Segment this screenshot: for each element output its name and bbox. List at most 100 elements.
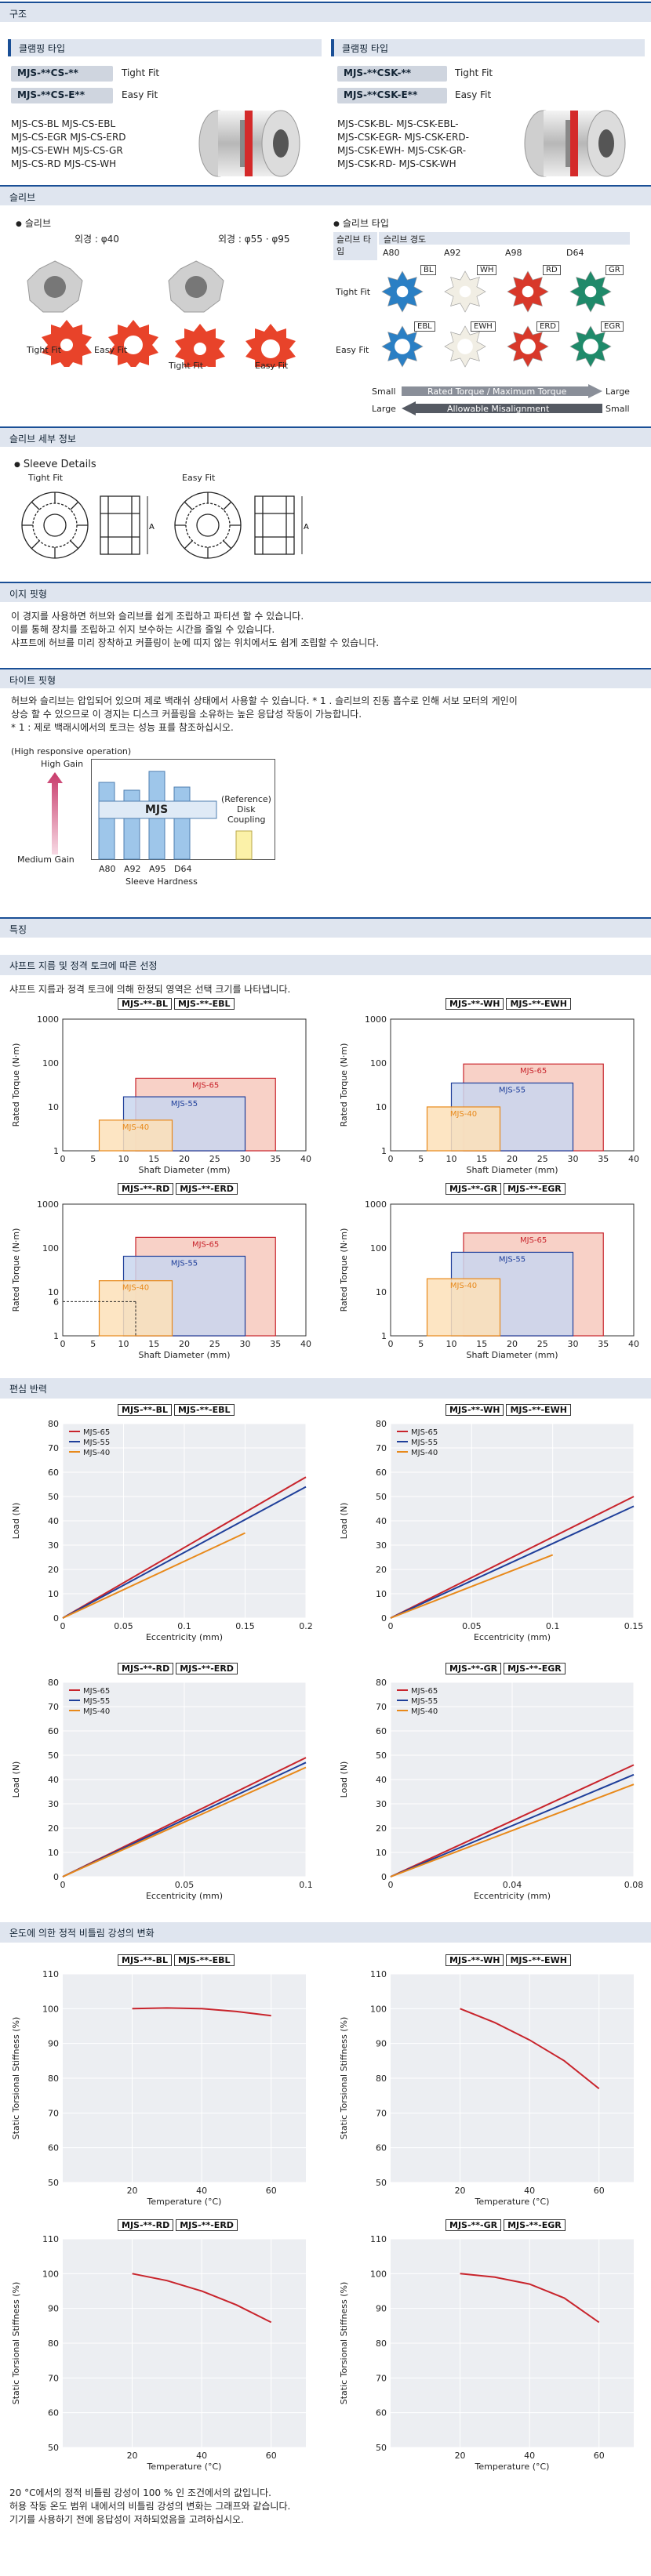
sleeve-tight-fit-2: Tight Fit bbox=[169, 361, 204, 371]
y-tick-5: 50 bbox=[376, 1751, 387, 1761]
sleeve-tight-fit-1: Tight Fit bbox=[27, 345, 62, 355]
disk-label: Disk bbox=[237, 804, 256, 815]
y-tick-0: 50 bbox=[48, 2443, 59, 2453]
x-tick-0: 20 bbox=[455, 2451, 466, 2461]
clamp-left-model-2: MJS-**CS-E** bbox=[11, 88, 113, 103]
sleeve-outer-40: 외경 : φ40 bbox=[75, 234, 119, 245]
x-tick-8: 40 bbox=[300, 1154, 311, 1164]
legend-label-mjs-55: MJS-55 bbox=[411, 1439, 438, 1447]
ecc-title-4a: MJS-**-GR bbox=[446, 1663, 502, 1674]
x-tick-8: 40 bbox=[628, 1154, 639, 1164]
x-tick-2: 0.1 bbox=[546, 1621, 560, 1631]
x-tick-2: 10 bbox=[118, 1154, 129, 1164]
region-label-mjs-55: MJS-55 bbox=[499, 1087, 526, 1095]
x-tick-0: 0 bbox=[388, 1339, 394, 1349]
y-tick-6: 60 bbox=[376, 1726, 387, 1736]
temp-chart-gr: 50 60 70 80 90 100 110 20 40 60 Temperature (°C) St… bbox=[339, 2234, 634, 2472]
y-tick-3: 1000 bbox=[365, 1199, 387, 1210]
clamp-left-list-4: MJS-CS-RD MJS-CS-WH bbox=[11, 158, 117, 169]
y-tick-1: 60 bbox=[376, 2143, 387, 2153]
y-axis-label: Rated Torque (N·m) bbox=[339, 1228, 349, 1312]
sel-title-4b: MJS-**-EGR bbox=[504, 1183, 566, 1195]
x-tick-7: 35 bbox=[598, 1339, 609, 1349]
y-tick-2: 20 bbox=[48, 1823, 59, 1834]
legend-label-mjs-40: MJS-40 bbox=[411, 1449, 438, 1457]
x-tick-1: 40 bbox=[524, 2451, 535, 2461]
x-tick-1: 0.05 bbox=[114, 1621, 133, 1631]
tight-fit-line-2: 상승 할 수 있으므로 이 경지는 디스크 커플링을 소유하는 높은 응답성 작… bbox=[11, 709, 362, 720]
y-tick-1: 10 bbox=[376, 1287, 387, 1297]
y-tick-0: 1 bbox=[381, 1146, 387, 1156]
x-tick-1: 5 bbox=[418, 1339, 424, 1349]
temp-title-3a: MJS-**-RD bbox=[118, 2219, 174, 2231]
series-line-mjs-55 bbox=[390, 1505, 635, 1619]
y-tick-0: 1 bbox=[381, 1331, 387, 1341]
marker-tick: 6 bbox=[53, 1297, 59, 1307]
temp-chart-bl: 50 60 70 80 90 100 110 20 40 60 Temperature (°C) St… bbox=[11, 1969, 306, 2207]
ecc-chart-wh: 0 10 20 30 40 50 60 70 80 0 0.05 0.1 0.15 Eccentricit… bbox=[339, 1419, 644, 1642]
legend-label-mjs-40: MJS-40 bbox=[83, 1707, 110, 1716]
detail-easy-label: Easy Fit bbox=[182, 473, 216, 483]
y-tick-0: 0 bbox=[381, 1613, 387, 1624]
x-tick-3: 15 bbox=[148, 1154, 159, 1164]
ecc-chart-gr: 0 10 20 30 40 50 60 70 80 0 0.04 0.08 Eccentricity (… bbox=[339, 1678, 643, 1901]
x-tick-1: 40 bbox=[524, 2186, 535, 2196]
region-label-mjs-65: MJS-65 bbox=[520, 1067, 547, 1076]
series-line-mjs-55 bbox=[62, 1486, 307, 1619]
clamp-left-fit-1: Tight Fit bbox=[122, 67, 160, 78]
y-tick-0: 50 bbox=[48, 2178, 59, 2188]
clamp-left-model-1: MJS-**CS-** bbox=[11, 66, 113, 82]
easy-fit-line-3: 샤프트에 허브를 미리 장착하고 커플링이 눈에 띠지 않는 위치에서도 쉽게 … bbox=[11, 637, 380, 648]
sleeve-gear-tight-1-hole bbox=[459, 285, 471, 298]
y-tick-3: 1000 bbox=[365, 1014, 387, 1025]
y-tick-0: 0 bbox=[53, 1872, 59, 1882]
x-axis-label: Shaft Diameter (mm) bbox=[138, 1350, 230, 1360]
y-axis-label: Static Torsional Stiffness (%) bbox=[339, 2282, 349, 2405]
x-tick-0: 0 bbox=[388, 1621, 394, 1631]
x-tick-2: 10 bbox=[446, 1154, 457, 1164]
ref-label: (Reference) bbox=[221, 794, 271, 804]
x-tick-4: 20 bbox=[179, 1339, 190, 1349]
tight-fit-line-3: * 1 : 제로 백래시에서의 토크는 성능 표를 참조하십시오. bbox=[11, 722, 234, 733]
code-wh: WH bbox=[477, 265, 497, 275]
y-tick-0: 50 bbox=[376, 2443, 387, 2453]
dim-a-2: A bbox=[304, 523, 309, 532]
region-label-mjs-65: MJS-65 bbox=[192, 1240, 219, 1249]
region-mjs-40 bbox=[426, 1106, 501, 1152]
hardness-d64: D64 bbox=[566, 248, 584, 258]
series-line-stiffness bbox=[132, 2273, 272, 2324]
section-sleeve: 슬리브 bbox=[0, 185, 651, 205]
x-tick-1: 0.05 bbox=[462, 1621, 482, 1631]
code-bl: BL bbox=[420, 265, 437, 275]
clamp-left-fit-2: Easy Fit bbox=[122, 89, 158, 100]
arrow-large-2: Large bbox=[372, 404, 396, 414]
ecc-title-1a: MJS-**-BL bbox=[118, 1404, 172, 1416]
x-tick-1: 5 bbox=[90, 1339, 96, 1349]
sel-title-3b: MJS-**-ERD bbox=[176, 1183, 238, 1195]
x-tick-2: 60 bbox=[594, 2451, 605, 2461]
series-line-stiffness bbox=[132, 2007, 271, 2017]
x-tick-3: 15 bbox=[476, 1154, 487, 1164]
coupling-image-left bbox=[198, 110, 300, 177]
y-tick-5: 100 bbox=[370, 2269, 387, 2279]
hardness-a92: A92 bbox=[444, 248, 461, 258]
x-tick-0: 0 bbox=[60, 1880, 66, 1890]
temp-chart-rd: 50 60 70 80 90 100 110 20 40 60 Temperature (°C) St… bbox=[11, 2234, 306, 2472]
y-axis-label: Load (N) bbox=[339, 1503, 349, 1540]
sleeve-gear-tight-2-hole bbox=[522, 285, 534, 298]
arrow-large: Large bbox=[606, 386, 630, 397]
selection-chart-rd: 1 10 100 1000 0 5 10 15 20 25 30 35 40 Shaft Diameter… bbox=[11, 1199, 311, 1360]
region-label-mjs-40: MJS-40 bbox=[450, 1282, 477, 1290]
y-tick-2: 20 bbox=[48, 1565, 59, 1575]
x-tick-2: 60 bbox=[266, 2451, 277, 2461]
tight-fit-line-1: 허브와 슬리브는 압입되어 있으며 제로 백래쉬 상태에서 사용할 수 있습니다… bbox=[11, 695, 518, 706]
x-tick-2: 10 bbox=[118, 1339, 129, 1349]
y-tick-7: 70 bbox=[48, 1702, 59, 1712]
x-tick-0: 0 bbox=[60, 1339, 66, 1349]
x-axis-label: Shaft Diameter (mm) bbox=[138, 1165, 230, 1175]
x-tick-2: 10 bbox=[446, 1339, 457, 1349]
ecc-title-3a: MJS-**-RD bbox=[118, 1663, 174, 1674]
y-tick-8: 80 bbox=[48, 1678, 59, 1688]
ecc-chart-bl: 0 10 20 30 40 50 60 70 80 0 0.05 0.1 0.15 0.2 Eccentri… bbox=[11, 1419, 313, 1642]
x-tick-3: 0.15 bbox=[624, 1621, 644, 1631]
